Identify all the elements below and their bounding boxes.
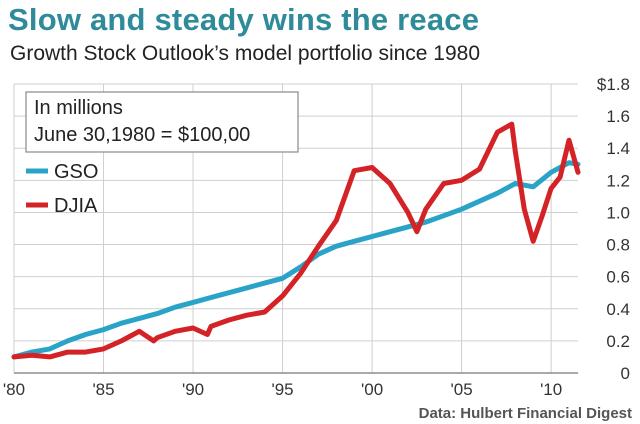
x-tick-label: '95 [271, 380, 293, 399]
series-line-gso [11, 160, 581, 360]
y-tick-label: $1.8 [597, 75, 630, 94]
y-axis-ticks: 0 0.2 0.4 0.6 0.8 1.0 1.2 1.4 1.6 $1.8 [597, 75, 630, 383]
y-tick-label: 1.4 [606, 139, 630, 158]
data-source: Data: Hulbert Financial Digest [418, 405, 632, 422]
page-subtitle: Growth Stock Outlook’s model portfolio s… [10, 42, 481, 65]
x-tick-label: '05 [451, 380, 473, 399]
x-tick-label: '00 [361, 380, 383, 399]
y-tick-label: 0 [621, 364, 630, 383]
y-tick-label: 0.4 [606, 300, 630, 319]
x-axis-ticks: '80 '85 '90 '95 '00 '05 '10 [3, 380, 562, 399]
series-line-djia [11, 121, 581, 360]
y-tick-label: 0.2 [606, 332, 630, 351]
series-lines [11, 121, 581, 360]
y-tick-label: 1.6 [606, 107, 630, 126]
page-title: Slow and steady wins the reace [8, 2, 480, 37]
legend-label-gso: GSO [54, 161, 98, 183]
x-tick-label: '10 [540, 380, 562, 399]
legend-box: In millions June 30,1980 = $100,00 GSO D… [25, 91, 299, 217]
legend-label-djia: DJIA [54, 195, 98, 217]
y-tick-label: 0.6 [606, 268, 630, 287]
y-tick-label: 1.2 [606, 171, 630, 190]
x-tick-label: '80 [3, 380, 25, 399]
x-tick-label: '90 [182, 380, 204, 399]
y-tick-label: 0.8 [606, 236, 630, 255]
x-tick-label: '85 [92, 380, 114, 399]
legend-note-units: In millions [34, 97, 123, 119]
legend-note-baseline: June 30,1980 = $100,00 [34, 124, 250, 146]
y-tick-label: 1.0 [606, 203, 630, 222]
